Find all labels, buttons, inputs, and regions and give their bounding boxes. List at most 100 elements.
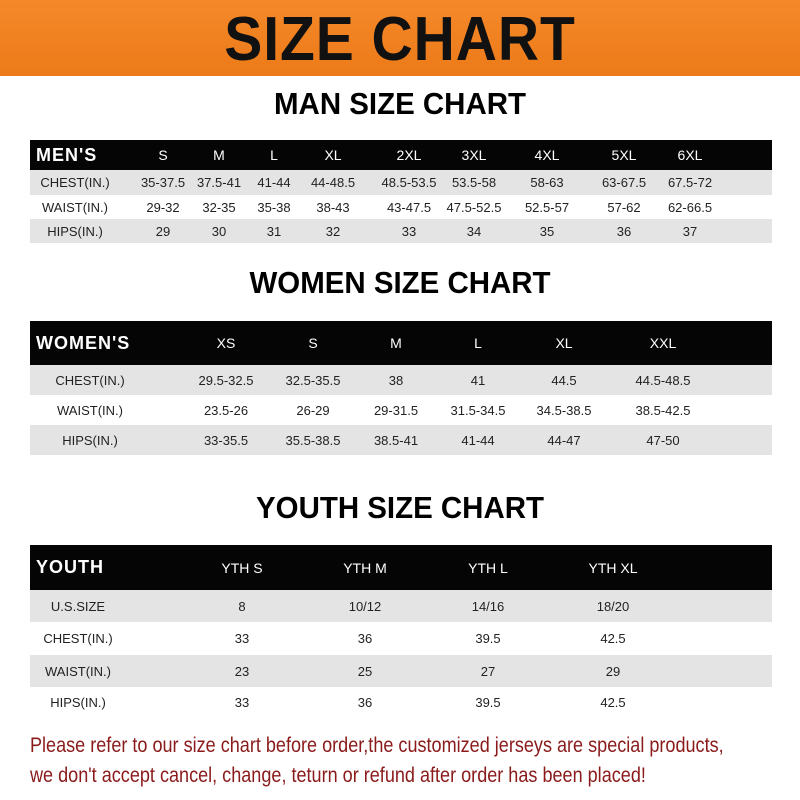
size-header: M (390, 335, 402, 351)
size-header: XS (216, 335, 236, 351)
table-cell: 38 (388, 372, 404, 388)
size-header: XXL (649, 335, 677, 351)
table-cell: 14/16 (471, 598, 505, 614)
size-header: 5XL (611, 147, 637, 163)
table-row: CHEST(IN.) 33 36 39.5 42.5 (30, 622, 772, 655)
size-header: 4XL (534, 147, 560, 163)
table-cell: 32.5-35.5 (285, 372, 341, 388)
size-header: L (270, 147, 278, 163)
table-cell: 42.5 (600, 695, 626, 710)
table-cell: 38.5-42.5 (635, 402, 691, 418)
table-cell: 29-31.5 (373, 402, 419, 418)
row-label: WAIST(IN.) (42, 199, 108, 215)
women-section-title: WOMEN SIZE CHART (249, 265, 551, 300)
table-cell: 36 (357, 631, 373, 646)
table-cell: 43-47.5 (386, 199, 432, 215)
table-cell: 18/20 (596, 598, 630, 614)
table-header-row: WOMEN'S XS S M L XL XXL (30, 321, 772, 365)
table-row: HIPS(IN.) 29 30 31 32 33 34 35 36 37 (30, 219, 772, 243)
women-size-table: WOMEN'S XS S M L XL XXL CHEST(IN.) 29.5-32.5 32.5… (30, 321, 772, 455)
table-cell: 33-35.5 (203, 432, 249, 448)
table-cell: 57-62 (607, 199, 641, 215)
table-cell: 31 (266, 223, 282, 239)
table-cell: 27 (480, 663, 496, 679)
table-cell: 38-43 (316, 199, 350, 215)
size-header: 6XL (677, 147, 703, 163)
table-row: CHEST(IN.) 35-37.5 37.5-41 41-44 44-48.5 48.5… (30, 170, 772, 195)
table-cell: 53.5-58 (451, 175, 497, 190)
table-cell: 39.5 (475, 695, 501, 710)
table-cell: 42.5 (600, 631, 626, 646)
table-row: WAIST(IN.) 23 25 27 29 (30, 655, 772, 687)
table-cell: 48.5-53.5 (381, 175, 437, 190)
table-cell: 23.5-26 (203, 402, 249, 418)
table-cell: 32 (325, 223, 341, 239)
banner-title: SIZE CHART (224, 5, 576, 74)
table-cell: 44.5-48.5 (635, 372, 691, 388)
table-cell: 23 (234, 663, 250, 679)
table-cell: 35-37.5 (140, 175, 186, 190)
table-cell: 39.5 (475, 631, 501, 646)
table-cell: 30 (211, 223, 227, 239)
table-cell: 8 (238, 598, 246, 614)
table-cell: 44-48.5 (310, 175, 356, 190)
size-header: 2XL (396, 147, 422, 163)
table-cell: 47.5-52.5 (446, 199, 502, 215)
size-header: 3XL (461, 147, 487, 163)
table-row: WAIST(IN.) 29-32 32-35 35-38 38-43 43-47.5 47.… (30, 195, 772, 219)
table-cell: 33 (234, 631, 250, 646)
table-row: CHEST(IN.) 29.5-32.5 32.5-35.5 38 41 44.5 44.5… (30, 365, 772, 395)
table-cell: 41-44 (257, 175, 291, 190)
table-header-row: MEN'S S M L XL 2XL 3XL 4XL 5XL 6XL (30, 140, 772, 170)
notice-line-2: we don't accept cancel, change, teturn o… (30, 764, 646, 787)
notice-line-1: Please refer to our size chart before or… (30, 734, 724, 757)
table-cell: 37.5-41 (196, 175, 242, 190)
table-cell: 29.5-32.5 (198, 372, 254, 388)
table-cell: 25 (357, 663, 373, 679)
table-cell: 32-35 (202, 199, 236, 215)
table-cell: 31.5-34.5 (450, 402, 506, 418)
table-cell: 34.5-38.5 (536, 402, 592, 418)
row-label: CHEST(IN.) (40, 175, 110, 190)
table-cell: 44.5 (551, 372, 577, 388)
row-label: U.S.SIZE (50, 598, 106, 614)
table-row: HIPS(IN.) 33-35.5 35.5-38.5 38.5-41 41-44 44-… (30, 425, 772, 455)
table-cell: 33 (401, 223, 417, 239)
size-chart-banner: SIZE CHART (0, 0, 800, 76)
table-corner-label: MEN'S (36, 144, 98, 165)
row-label: HIPS(IN.) (47, 223, 103, 239)
size-header: YTH M (343, 559, 387, 576)
size-header: S (308, 335, 318, 351)
table-cell: 41 (470, 372, 486, 388)
table-cell: 63-67.5 (601, 175, 647, 190)
table-row: U.S.SIZE 8 10/12 14/16 18/20 (30, 590, 772, 622)
table-cell: 36 (357, 695, 373, 710)
table-cell: 37 (682, 223, 698, 239)
men-size-table: MEN'S S M L XL 2XL 3XL 4XL 5XL 6XL CHEST(IN.) 35-37… (30, 140, 772, 243)
table-cell: 26-29 (296, 402, 330, 418)
table-cell: 41-44 (461, 432, 495, 448)
table-cell: 67.5-72 (667, 175, 713, 190)
size-header: L (474, 335, 482, 351)
row-label: WAIST(IN.) (57, 402, 123, 418)
table-cell: 33 (234, 695, 250, 710)
size-header: M (213, 147, 225, 163)
size-header: S (158, 147, 168, 163)
table-cell: 58-63 (530, 175, 564, 190)
size-header: XL (324, 147, 342, 163)
table-cell: 34 (466, 223, 482, 239)
youth-size-table: YOUTH YTH S YTH M YTH L YTH XL U.S.SIZE 8 10/12… (30, 545, 772, 718)
size-header: XL (555, 335, 573, 351)
table-header-row: YOUTH YTH S YTH M YTH L YTH XL (30, 545, 772, 590)
row-label: HIPS(IN.) (62, 432, 118, 448)
size-header: YTH XL (588, 559, 638, 576)
table-cell: 29 (605, 663, 621, 679)
table-cell: 35 (539, 223, 555, 239)
row-label: WAIST(IN.) (45, 663, 111, 679)
row-label: CHEST(IN.) (55, 372, 125, 388)
size-header: YTH L (468, 559, 508, 576)
table-cell: 47-50 (646, 432, 680, 448)
men-section-title: MAN SIZE CHART (274, 86, 526, 121)
table-row: WAIST(IN.) 23.5-26 26-29 29-31.5 31.5-34.5 34… (30, 395, 772, 425)
size-header: YTH S (221, 559, 263, 576)
